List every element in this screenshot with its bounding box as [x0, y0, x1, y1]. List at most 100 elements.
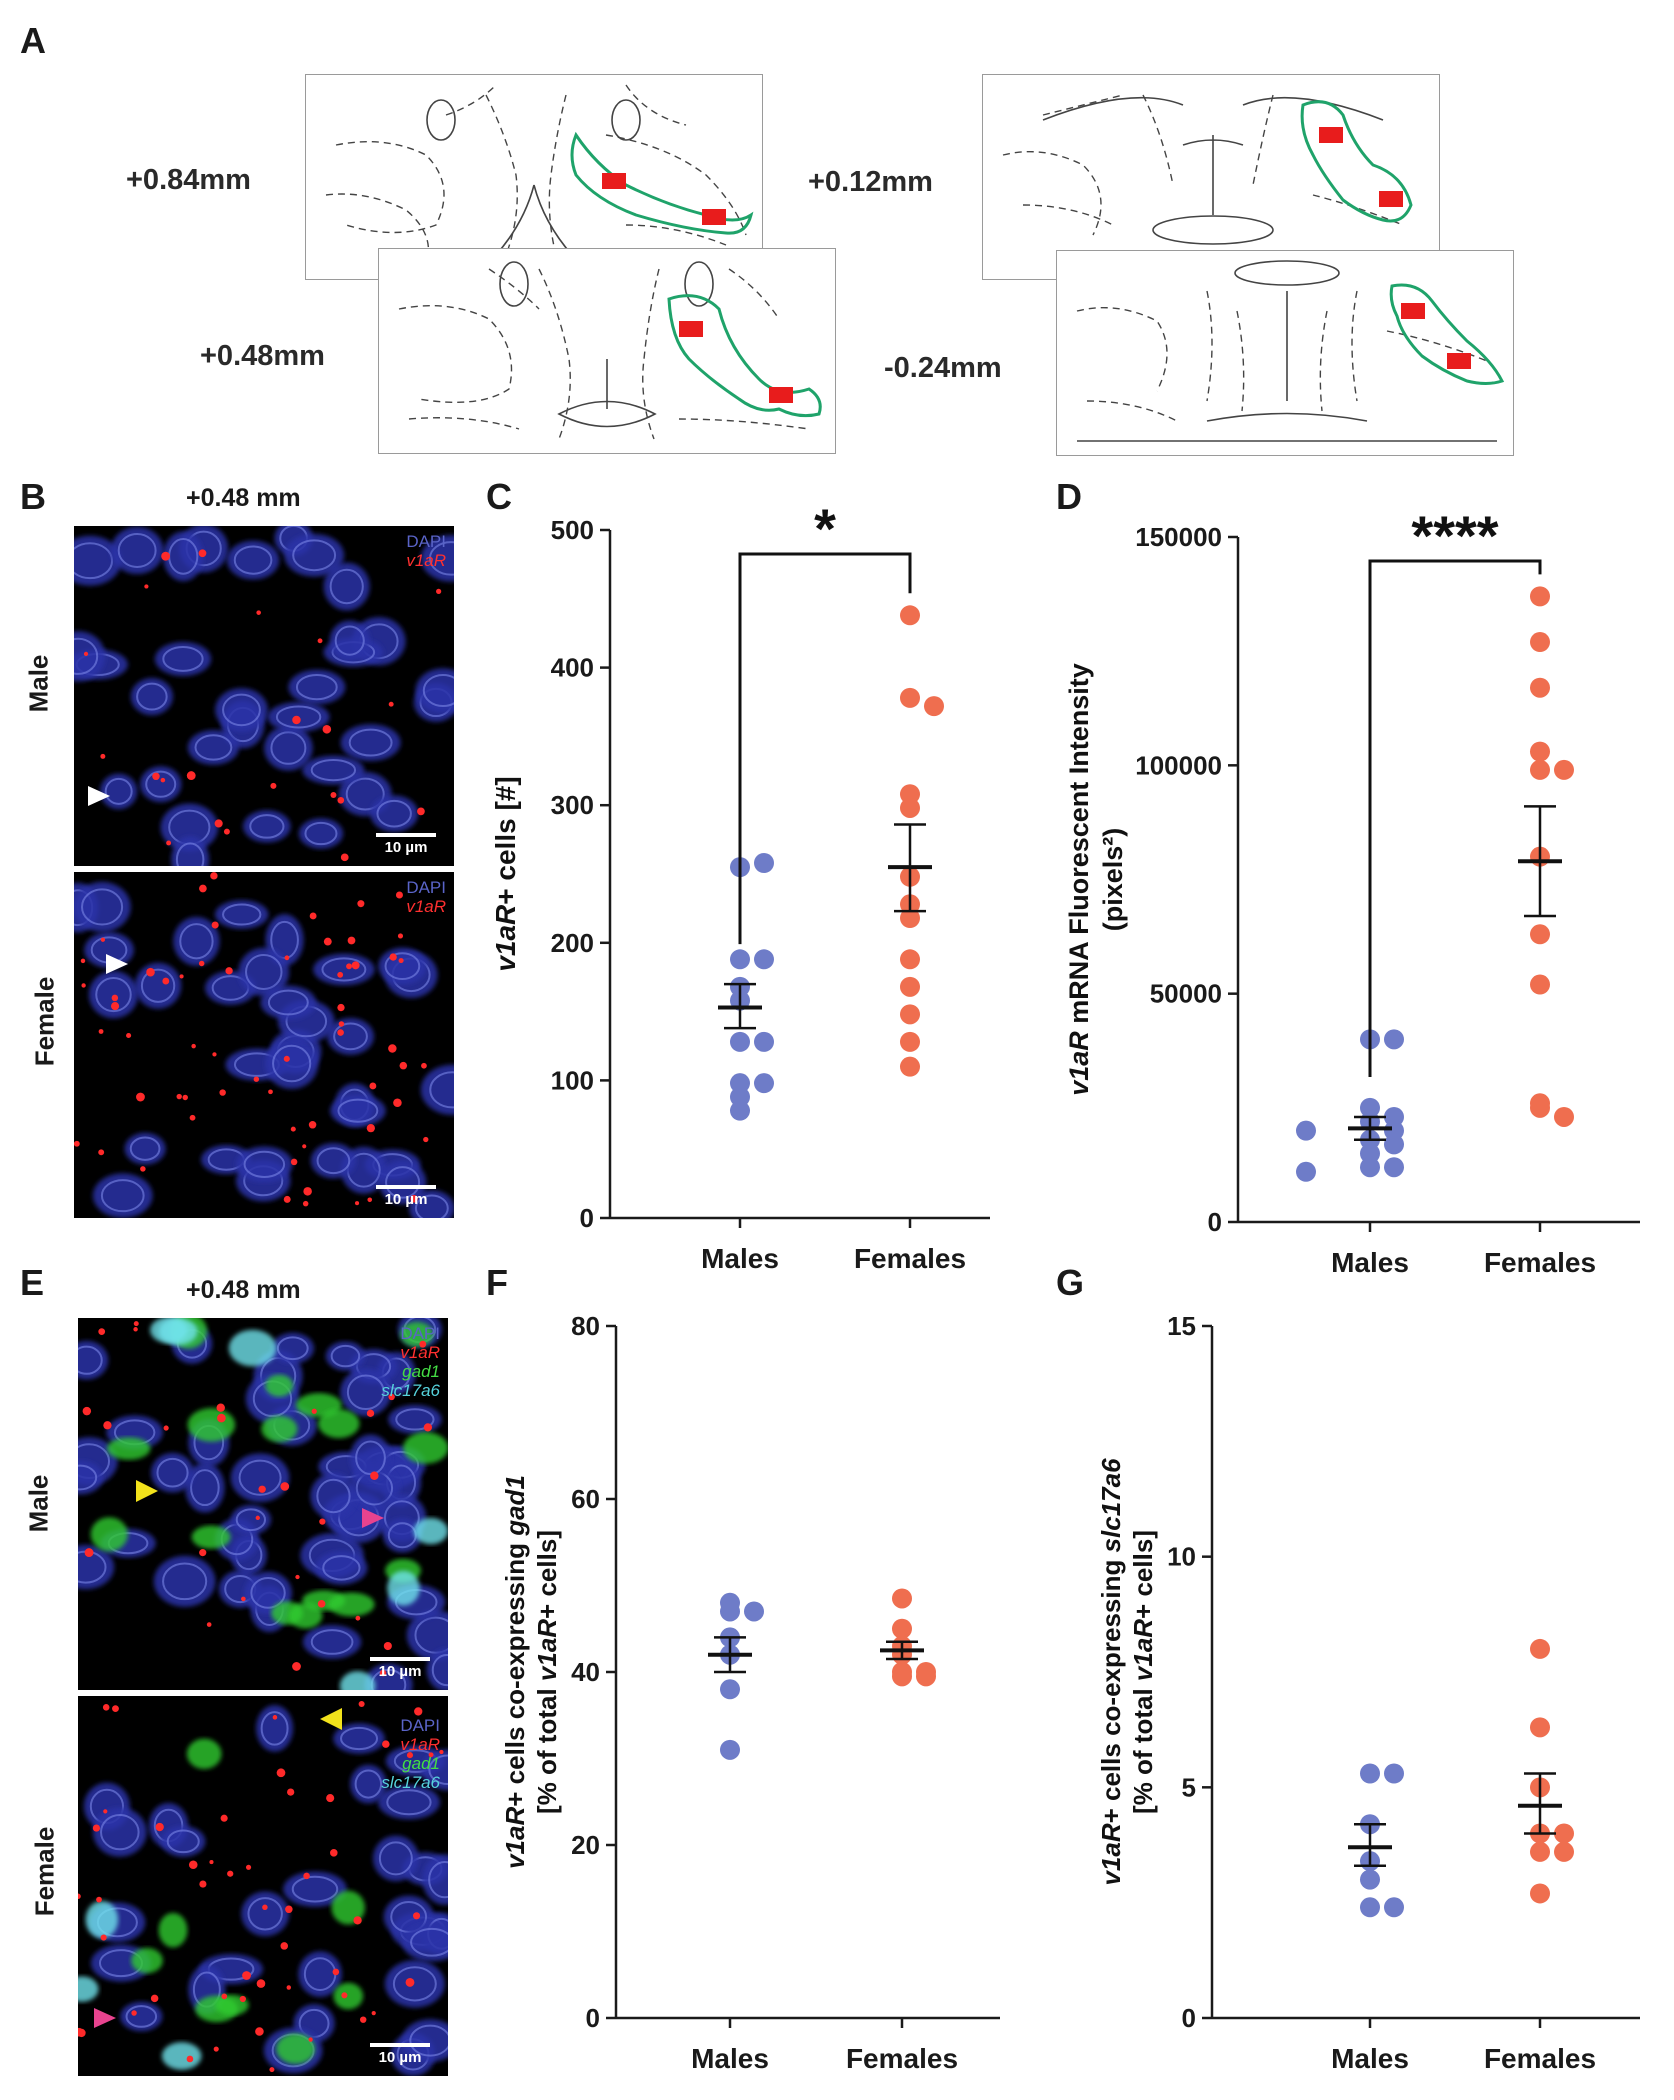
- section-depth-label: -0.24mm: [884, 352, 1002, 384]
- micrograph-e-female: DAPI v1aR gad1 slc17a6 10 µm: [78, 1696, 448, 2076]
- scale-bar: 10 µm: [376, 833, 436, 856]
- nucleus: [422, 1854, 448, 1905]
- panel-label-e: E: [20, 1262, 45, 1303]
- nucleus-rim: [145, 770, 177, 798]
- v1aR-puncta: [311, 1408, 317, 1414]
- v1aR-puncta: [317, 638, 323, 644]
- v1aR-puncta: [126, 1032, 132, 1039]
- gad1-signal: [186, 1738, 222, 1770]
- v1aR-puncta: [188, 1860, 198, 1870]
- row-label-female: Female: [29, 976, 60, 1067]
- v1aR-puncta: [322, 724, 332, 734]
- v1aR-puncta: [354, 1201, 360, 1206]
- v1aR-puncta: [290, 1158, 298, 1166]
- v1aR-puncta: [283, 1195, 291, 1203]
- v1aR-puncta: [133, 1327, 138, 1332]
- v1aR-puncta: [103, 1809, 108, 1814]
- nucleus-rim: [162, 646, 204, 672]
- gad1-signal: [261, 1415, 298, 1443]
- nucleus-rim: [304, 821, 338, 846]
- data-point: [900, 784, 920, 805]
- v1aR-puncta: [379, 1669, 387, 1677]
- data-point: [730, 1100, 750, 1121]
- y-tick-label: 60: [571, 1484, 600, 1514]
- data-point: [730, 1073, 750, 1094]
- y-tick-label: 400: [551, 653, 594, 683]
- gad1-signal: [107, 1437, 151, 1460]
- v1aR-puncta: [353, 1916, 362, 1925]
- v1aR-puncta: [112, 1705, 119, 1713]
- nucleus-rim: [162, 1562, 208, 1601]
- v1aR-puncta: [268, 1089, 273, 1095]
- section-depth-label: +0.48mm: [200, 340, 325, 372]
- data-point: [1384, 1157, 1404, 1178]
- v1aR-puncta: [383, 1641, 392, 1651]
- v1aR-puncta: [423, 1423, 433, 1432]
- v1aR-puncta: [74, 1140, 80, 1147]
- data-point: [1296, 1120, 1316, 1141]
- nucleus-rim: [81, 888, 124, 926]
- y-tick-label: 15: [1167, 1311, 1196, 1341]
- nucleus-rim: [429, 1071, 454, 1109]
- slc17a6-signal: [85, 1900, 119, 1939]
- gad1-signal: [400, 1321, 434, 1347]
- significance-bracket: [738, 552, 912, 945]
- nucleus-rim: [316, 1147, 351, 1175]
- nuclei-field: [74, 526, 454, 866]
- x-tick-label: Females: [1484, 1247, 1596, 1278]
- nucleus-rim: [129, 1136, 161, 1161]
- v1aR-puncta: [295, 1574, 300, 1580]
- nucleus-rim: [346, 1374, 385, 1410]
- v1aR-puncta: [405, 1977, 415, 1987]
- nucleus-rim: [275, 705, 322, 729]
- v1aR-puncta: [406, 1752, 414, 1759]
- panel-label-d: D: [1056, 476, 1082, 517]
- data-point: [1360, 1869, 1380, 1890]
- nuclei-field: [78, 1318, 448, 1690]
- v1aR-puncta: [428, 1752, 434, 1758]
- nucleus-rim: [354, 1769, 383, 1799]
- data-point: [900, 908, 920, 929]
- data-point: [900, 949, 920, 970]
- chart-g: 0 5 10 15 Males Females v1aR+ cells co-express…: [1100, 1311, 1640, 2074]
- v1aR-puncta: [245, 1864, 252, 1870]
- data-point: [1554, 759, 1574, 780]
- nucleus-rim: [260, 1711, 289, 1746]
- gad1-signal: [331, 1890, 365, 1925]
- nucleus-rim: [95, 977, 132, 1013]
- arrowhead-icon: [320, 1708, 342, 1730]
- nucleus: [401, 2019, 448, 2063]
- v1aR-puncta: [131, 2010, 137, 2016]
- gad1-signal: [158, 1912, 188, 1948]
- row-label-male: Male: [23, 1474, 54, 1533]
- data-point: [1384, 1106, 1404, 1127]
- y-axis-label-line2: (pixels²): [1098, 828, 1128, 932]
- v1aR-puncta: [388, 1044, 397, 1053]
- v1aR-puncta: [359, 2016, 367, 2023]
- data-point: [924, 696, 944, 717]
- data-point: [892, 1588, 912, 1609]
- nucleus-rim: [291, 1875, 339, 1903]
- v1aR-puncta: [163, 1425, 169, 1431]
- v1aR-puncta: [103, 1421, 112, 1430]
- y-tick-label: 500: [551, 515, 594, 545]
- v1aR-puncta: [337, 1003, 345, 1012]
- micrograph-b-female: DAPI v1aR 10 µm: [74, 872, 454, 1218]
- scale-bar: 10 µm: [370, 2043, 430, 2066]
- data-point: [1384, 1029, 1404, 1050]
- v1aR-puncta: [102, 1704, 110, 1711]
- channel-legend: DAPI v1aR gad1 slc17a6: [381, 1716, 440, 1792]
- v1aR-puncta: [110, 1002, 120, 1011]
- significance-marker: *: [814, 497, 836, 560]
- gad1-signal: [403, 1432, 448, 1464]
- data-point: [1554, 1841, 1574, 1862]
- v1aR-puncta: [82, 1406, 92, 1416]
- v1aR-puncta: [355, 1615, 361, 1621]
- nucleus-rim: [270, 731, 307, 765]
- v1aR-puncta: [357, 900, 365, 908]
- v1aR-puncta: [198, 960, 205, 967]
- v1aR-puncta: [340, 853, 349, 862]
- gad1-signal: [265, 1374, 294, 1397]
- v1aR-puncta: [98, 1149, 105, 1156]
- nucleus: [74, 535, 122, 586]
